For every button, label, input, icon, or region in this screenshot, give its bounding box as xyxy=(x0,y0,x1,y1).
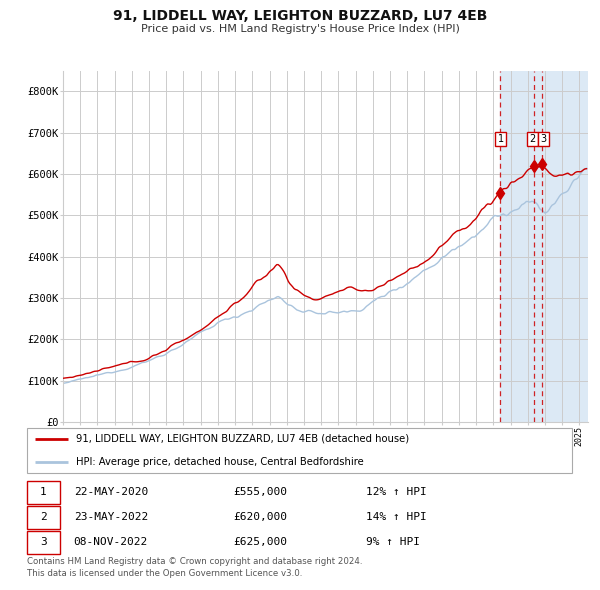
Text: Price paid vs. HM Land Registry's House Price Index (HPI): Price paid vs. HM Land Registry's House … xyxy=(140,24,460,34)
Text: 1: 1 xyxy=(497,134,504,144)
Text: £555,000: £555,000 xyxy=(234,487,288,497)
Text: HPI: Average price, detached house, Central Bedfordshire: HPI: Average price, detached house, Cent… xyxy=(76,457,364,467)
Text: Contains HM Land Registry data © Crown copyright and database right 2024.: Contains HM Land Registry data © Crown c… xyxy=(27,557,362,566)
Text: 2: 2 xyxy=(529,134,536,144)
Text: This data is licensed under the Open Government Licence v3.0.: This data is licensed under the Open Gov… xyxy=(27,569,302,578)
Text: £625,000: £625,000 xyxy=(234,537,288,548)
Text: 14% ↑ HPI: 14% ↑ HPI xyxy=(366,512,427,522)
Text: 91, LIDDELL WAY, LEIGHTON BUZZARD, LU7 4EB (detached house): 91, LIDDELL WAY, LEIGHTON BUZZARD, LU7 4… xyxy=(76,434,410,444)
Text: 08-NOV-2022: 08-NOV-2022 xyxy=(74,537,148,548)
Text: 23-MAY-2022: 23-MAY-2022 xyxy=(74,512,148,522)
Text: 91, LIDDELL WAY, LEIGHTON BUZZARD, LU7 4EB: 91, LIDDELL WAY, LEIGHTON BUZZARD, LU7 4… xyxy=(113,9,487,23)
Bar xyxy=(500,71,587,422)
Text: 22-MAY-2020: 22-MAY-2020 xyxy=(74,487,148,497)
Text: 12% ↑ HPI: 12% ↑ HPI xyxy=(366,487,427,497)
Text: 2: 2 xyxy=(40,512,47,522)
FancyBboxPatch shape xyxy=(27,428,572,473)
FancyBboxPatch shape xyxy=(27,506,60,529)
Text: 3: 3 xyxy=(40,537,47,548)
Text: 3: 3 xyxy=(540,134,547,144)
Text: 1: 1 xyxy=(40,487,47,497)
FancyBboxPatch shape xyxy=(27,531,60,553)
FancyBboxPatch shape xyxy=(27,481,60,504)
Text: 9% ↑ HPI: 9% ↑ HPI xyxy=(366,537,420,548)
Text: £620,000: £620,000 xyxy=(234,512,288,522)
